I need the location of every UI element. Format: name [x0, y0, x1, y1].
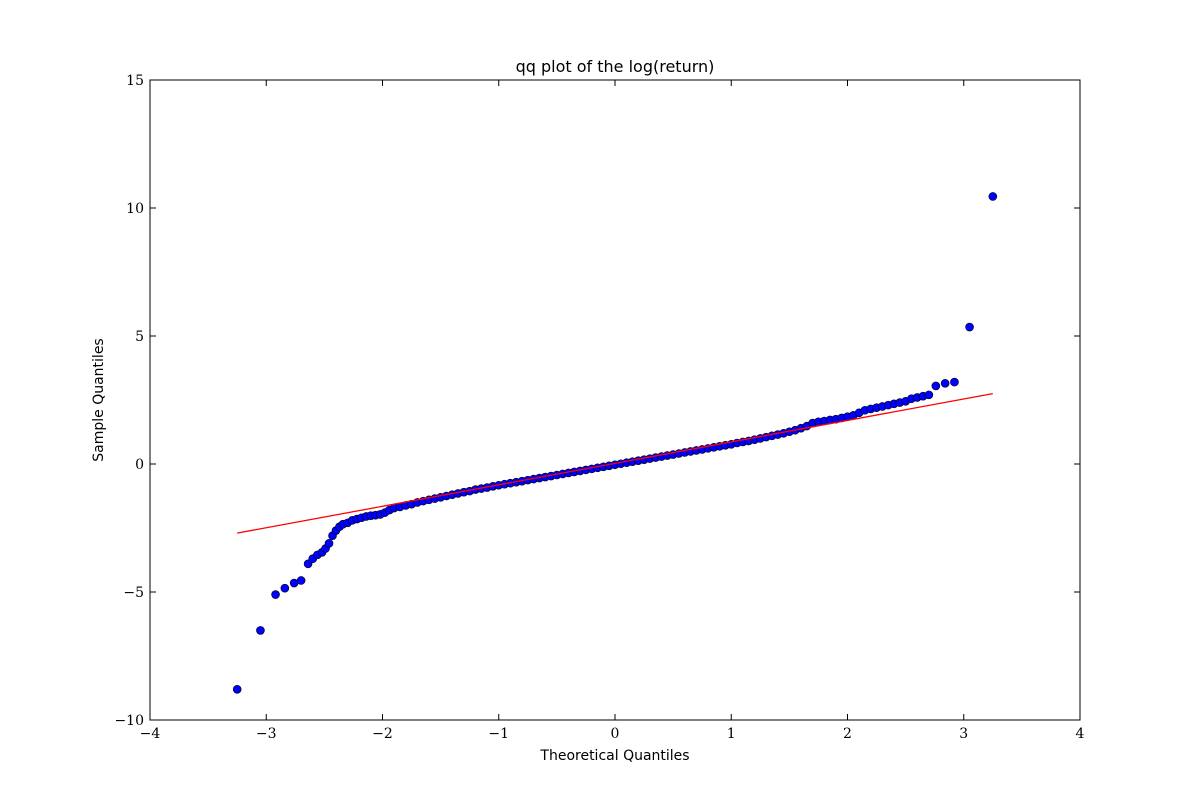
x-tick-label: 3 — [959, 726, 968, 742]
x-tick-label: 4 — [1076, 726, 1085, 742]
data-point — [271, 590, 280, 599]
data-point — [924, 390, 934, 400]
reference-line — [237, 392, 993, 534]
x-tick-label: 1 — [727, 726, 736, 742]
data-point — [324, 539, 334, 548]
y-tick-label: 5 — [135, 329, 144, 345]
x-tick-label: −3 — [256, 726, 277, 742]
y-axis-label: Sample Quantiles — [91, 338, 107, 461]
data-point — [280, 583, 290, 593]
y-tick-label: 0 — [135, 457, 144, 473]
y-tick-label: 10 — [126, 201, 144, 217]
data-point — [988, 192, 998, 201]
x-tick-label: 2 — [843, 726, 852, 742]
x-tick-label: 0 — [611, 726, 620, 742]
data-point — [256, 626, 265, 635]
reference-line-layer — [237, 392, 993, 534]
data-point — [950, 377, 959, 387]
y-tick-label: −5 — [123, 585, 144, 601]
x-tick-label: −2 — [372, 726, 393, 742]
data-point — [296, 576, 306, 585]
data-point — [232, 684, 242, 694]
data-point — [931, 381, 941, 391]
data-point — [940, 379, 950, 388]
y-tick-label: 15 — [126, 73, 144, 89]
chart-title: qq plot of the log(return) — [516, 57, 715, 76]
x-axis-label: Theoretical Quantiles — [539, 748, 689, 764]
y-tick-label: −10 — [114, 713, 144, 729]
x-tick-label: −4 — [140, 726, 161, 742]
data-point — [965, 322, 974, 332]
x-tick-label: −1 — [488, 726, 509, 742]
